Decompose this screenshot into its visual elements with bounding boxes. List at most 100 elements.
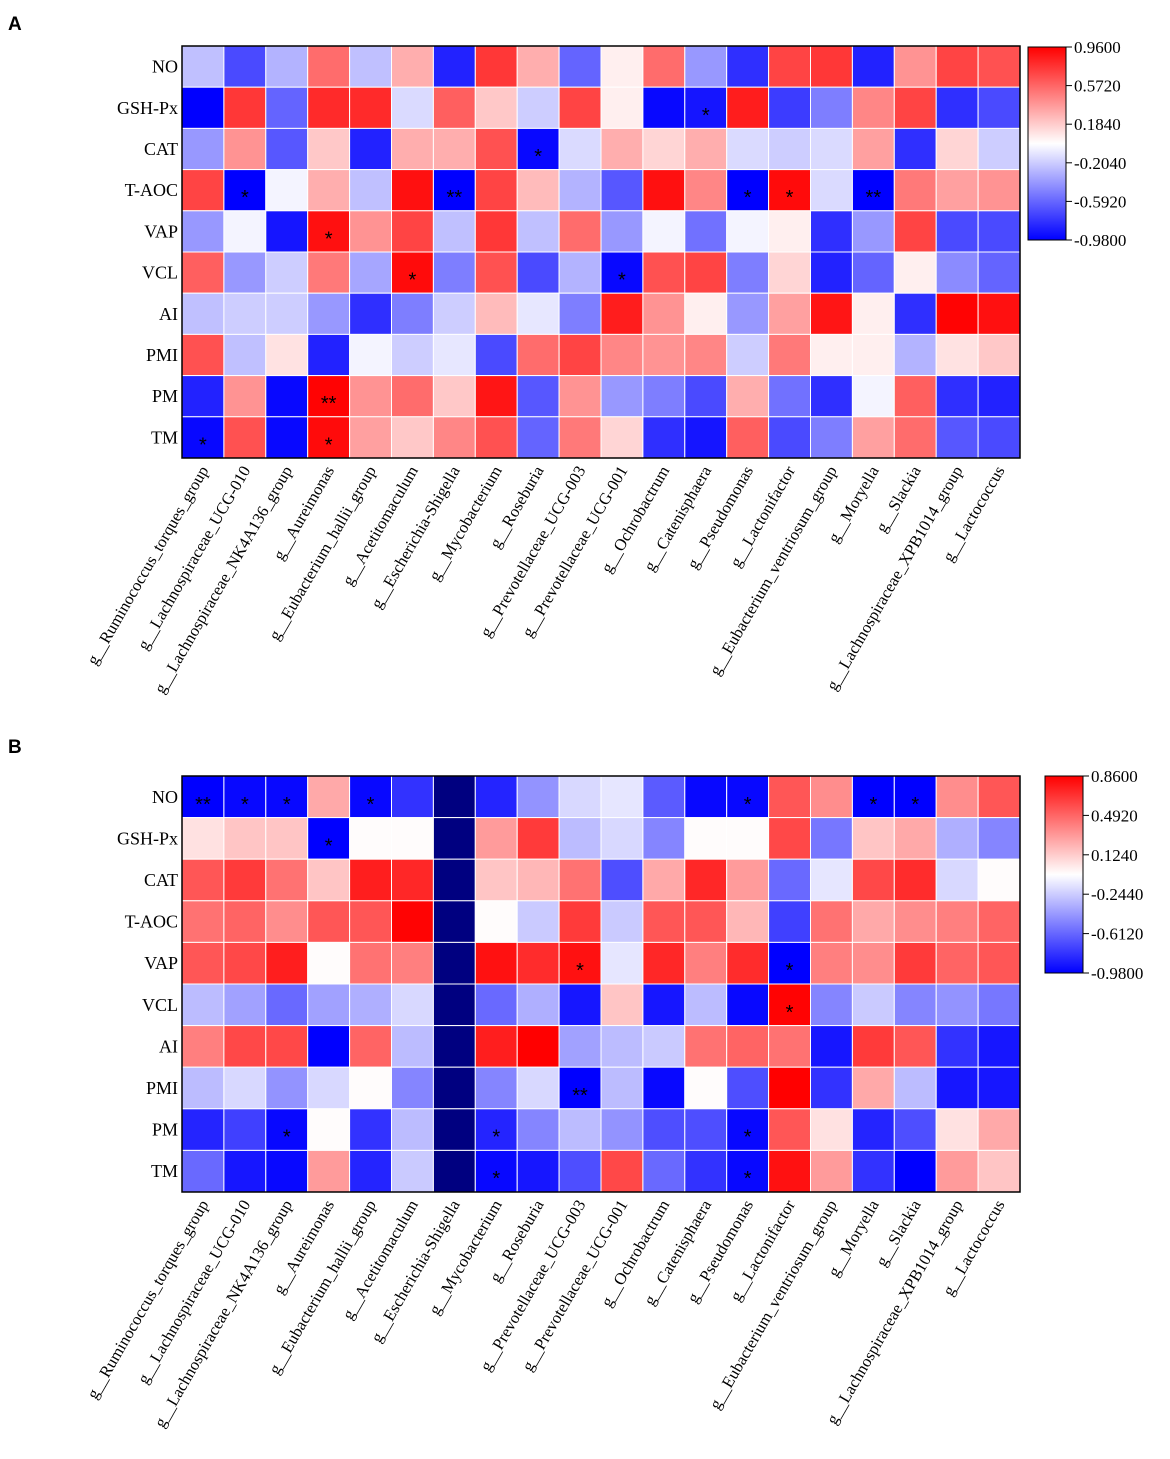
heatmap-a-cell — [935, 333, 979, 377]
row-label: PMI — [146, 1078, 178, 1098]
heatmap-a-cell — [977, 86, 1021, 129]
heatmap-b-cell — [391, 900, 434, 943]
heatmap-a-cell — [726, 292, 770, 335]
heatmap-a-cell — [810, 416, 853, 459]
heatmap-a-cell — [810, 375, 853, 418]
heatmap-b-cell — [977, 900, 1021, 943]
heatmap-a-cell — [349, 210, 393, 253]
heatmap-b-cell — [893, 1108, 937, 1151]
heatmap-b-cell — [516, 775, 560, 819]
heatmap-a-cell — [349, 127, 393, 171]
heatmap-b-cell — [851, 900, 895, 943]
heatmap-b-cell — [977, 858, 1021, 902]
heatmap-b-cell — [600, 900, 644, 943]
heatmap-b-cell — [349, 1149, 393, 1193]
heatmap-a-cell — [181, 210, 225, 253]
heatmap-b-cell — [851, 983, 895, 1027]
heatmap-a-cell — [935, 210, 979, 253]
heatmap-b-cell — [391, 1108, 434, 1151]
heatmap-b-cell — [851, 1066, 895, 1110]
heatmap-b-cell — [893, 1149, 937, 1193]
heatmap-b-cell — [181, 1025, 225, 1068]
heatmap-a-cell — [642, 375, 686, 418]
heatmap-a-cell — [684, 292, 728, 335]
heatmap-a-cell — [223, 45, 267, 88]
heatmap-a-cell — [642, 292, 686, 335]
heatmap-b-cell — [977, 941, 1021, 985]
heatmap-a-cell — [642, 169, 686, 212]
colorbar-tick-label: -0.2040 — [1074, 154, 1126, 173]
heatmap-b-cell — [768, 858, 811, 902]
heatmap-b-cell — [474, 1108, 518, 1151]
heatmap-a-cell — [349, 292, 393, 335]
heatmap-a-cell — [307, 251, 351, 294]
heatmap-b-cell — [516, 900, 560, 943]
heatmap-a-cell — [851, 86, 895, 129]
heatmap-b-cell — [474, 858, 518, 902]
heatmap-b-cell — [265, 1108, 309, 1151]
heatmap-b-cell — [307, 941, 351, 985]
heatmap-b-cell — [223, 900, 267, 943]
heatmap-b-cell — [474, 817, 518, 860]
colorbar-a-gradient — [1027, 46, 1067, 241]
heatmap-a-cell — [977, 251, 1021, 294]
heatmap-b-cell — [349, 1066, 393, 1110]
heatmap-a-cell — [516, 292, 560, 335]
heatmap-a-cell — [391, 292, 434, 335]
heatmap-a-cell — [223, 251, 267, 294]
colorbar-b-ticks: 0.8600 0.4920 0.1240 -0.2440 -0.6120 -0.9800 — [1083, 767, 1143, 983]
heatmap-a-cell — [349, 375, 393, 418]
heatmap-b-cell — [516, 941, 560, 985]
heatmap-a-cell — [893, 333, 937, 377]
significance-mark: * — [786, 187, 794, 209]
heatmap-a-cell — [642, 86, 686, 129]
heatmap-a-cell — [851, 45, 895, 88]
heatmap-a-cell — [558, 375, 602, 418]
heatmap-b-cell — [265, 983, 309, 1027]
heatmap-b-cell — [726, 1108, 770, 1151]
heatmap-a-cell — [307, 210, 351, 253]
heatmap-b-cell — [600, 1149, 644, 1193]
significance-mark: * — [283, 1127, 291, 1149]
heatmap-a-cell — [558, 45, 602, 88]
heatmap-b-cell — [977, 1025, 1021, 1068]
heatmap-a-cell — [265, 127, 309, 171]
heatmap-b-cell — [181, 983, 225, 1027]
row-label: T-AOC — [125, 180, 178, 200]
heatmap-a-cell — [516, 86, 560, 129]
heatmap-b-cell — [851, 858, 895, 902]
row-label: TM — [151, 427, 178, 447]
column-label: g__Acetitomaculum — [338, 1196, 422, 1322]
heatmap-b-cell — [893, 983, 937, 1027]
heatmap-a-cell — [265, 210, 309, 253]
heatmap-a-cell — [432, 292, 476, 335]
significance-mark: * — [744, 794, 752, 816]
heatmap-b-cell — [810, 817, 853, 860]
heatmap-b-cell — [265, 941, 309, 985]
heatmap-b-row-labels: NO GSH-Px CAT T-AOC VAP VCL AI PMI PM TM — [117, 787, 178, 1181]
heatmap-b-cell — [558, 775, 602, 819]
significance-mark: * — [576, 960, 584, 982]
heatmap-b-cell — [935, 1149, 979, 1193]
heatmap-a-cell — [265, 45, 309, 88]
heatmap-a-cell — [851, 375, 895, 418]
heatmap-a-cell — [181, 45, 225, 88]
heatmap-a-cell — [391, 127, 434, 171]
heatmap-b-cell — [935, 858, 979, 902]
heatmap-b-cell — [684, 1149, 728, 1193]
colorbar-tick-label: 0.5720 — [1074, 77, 1121, 96]
heatmap-b-cell — [851, 941, 895, 985]
heatmap-b-cell — [307, 858, 351, 902]
heatmap-a-cell — [265, 333, 309, 377]
heatmap-b-cell — [977, 775, 1021, 819]
heatmap-a-significance: *** ** * * **** **** * — [199, 105, 881, 457]
heatmap-a-cell — [600, 333, 644, 377]
heatmap-b-cell — [558, 900, 602, 943]
heatmap-b-cell — [265, 1149, 309, 1193]
heatmap-a-cell — [768, 416, 811, 459]
heatmap-b-cell — [223, 1108, 267, 1151]
heatmap-b-cell — [600, 817, 644, 860]
heatmap-b-cell — [349, 941, 393, 985]
heatmap-a-cell — [349, 45, 393, 88]
colorbar-tick-label: -0.9800 — [1074, 231, 1126, 250]
